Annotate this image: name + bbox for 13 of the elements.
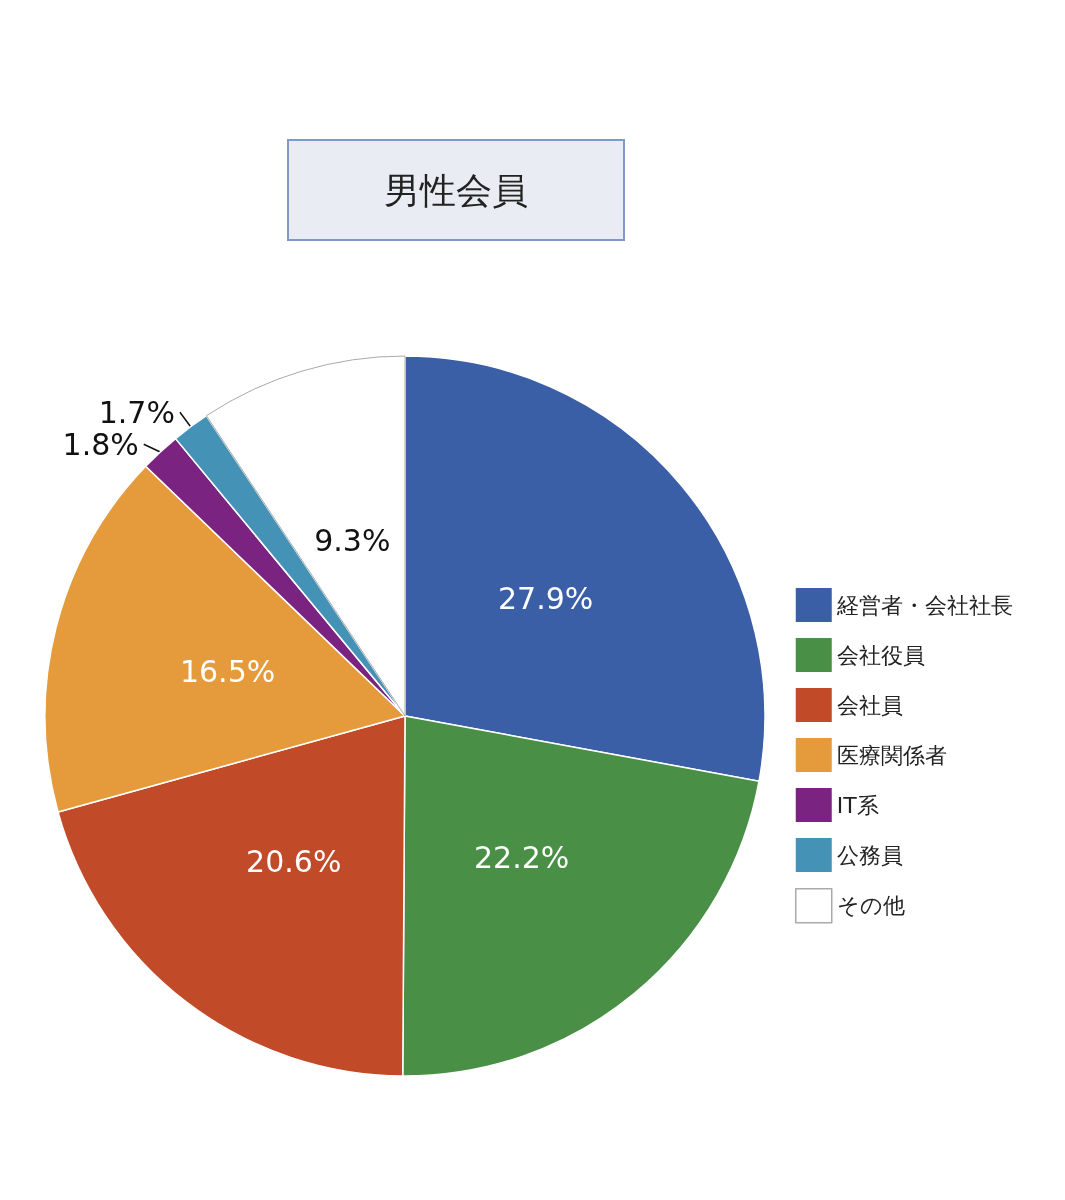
legend-label: 経営者・会社社長 (835, 592, 1013, 618)
legend-label: 会社員 (836, 692, 903, 718)
data-label: 9.3% (314, 523, 391, 559)
legend-label: その他 (836, 893, 905, 919)
chart-title: 男性会員 (384, 169, 528, 211)
legend-label: 会社役員 (836, 642, 925, 668)
legend-label: 公務員 (836, 842, 903, 868)
data-label: 16.5% (179, 653, 276, 689)
legend-label: IT系 (836, 792, 879, 818)
data-label: 20.6% (246, 843, 342, 879)
data-label: 22.2% (473, 839, 570, 875)
legend-label: 医療関係者 (836, 742, 947, 768)
data-label: 27.9% (497, 581, 594, 617)
